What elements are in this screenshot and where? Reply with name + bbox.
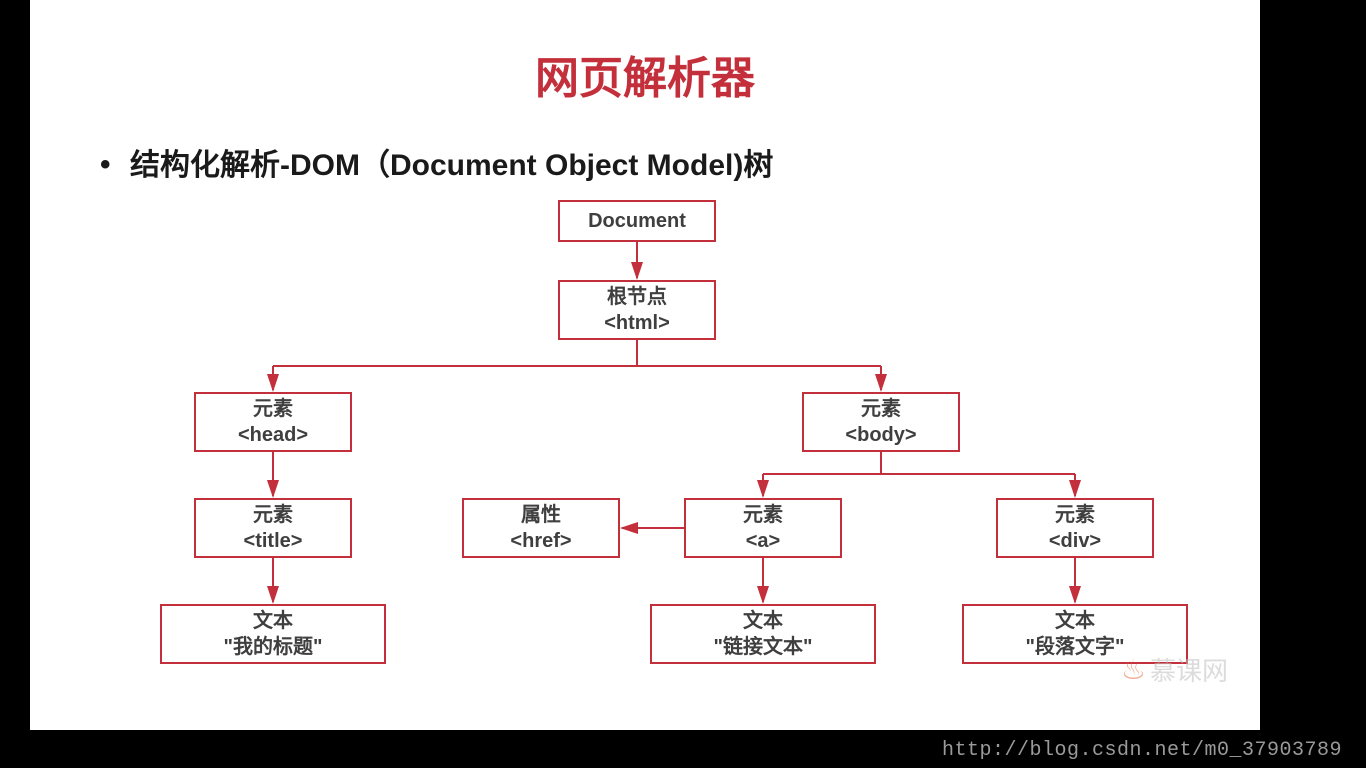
tree-node-div: 元素<div> — [996, 498, 1154, 558]
slide-subtitle: 结构化解析-DOM（Document Object Model)树 — [130, 140, 773, 184]
watermark-logo-text: 慕课网 — [1150, 651, 1228, 688]
watermark-url: http://blog.csdn.net/m0_37903789 — [942, 739, 1342, 762]
bullet-icon: • — [100, 148, 111, 182]
tree-node-html: 根节点<html> — [558, 280, 716, 340]
slide-title: 网页解析器 — [30, 42, 1260, 106]
tree-node-body: 元素<body> — [802, 392, 960, 452]
tree-node-title: 元素<title> — [194, 498, 352, 558]
tree-node-doc: Document — [558, 200, 716, 242]
tree-node-t2: 文本"链接文本" — [650, 604, 876, 664]
tree-node-a: 元素<a> — [684, 498, 842, 558]
flame-icon: ♨ — [1121, 653, 1146, 686]
tree-node-t1: 文本"我的标题" — [160, 604, 386, 664]
watermark-logo: ♨ 慕课网 — [1121, 651, 1228, 688]
tree-node-head: 元素<head> — [194, 392, 352, 452]
slide: 网页解析器 • 结构化解析-DOM（Document Object Model)… — [30, 0, 1260, 730]
tree-node-href: 属性<href> — [462, 498, 620, 558]
